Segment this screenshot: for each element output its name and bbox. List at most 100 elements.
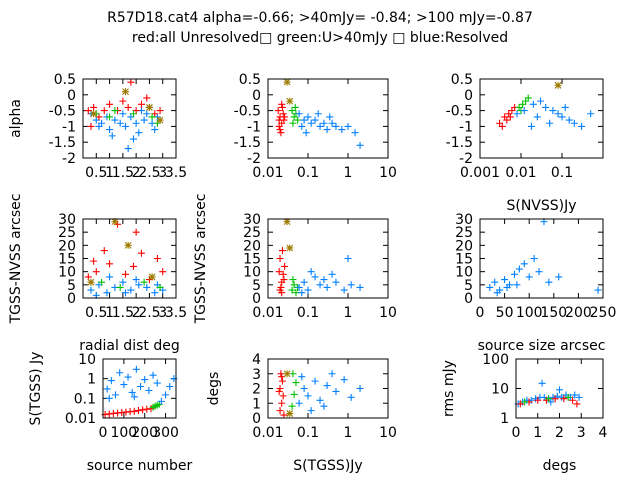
data-point-blue — [501, 276, 509, 284]
panel-alpha-vs-stgss: -2-1.5-1-0.500.5 0.01 0.1 1 10 — [234, 72, 397, 181]
data-point-red — [275, 122, 283, 130]
x-tick-label: 1 — [105, 305, 114, 321]
data-point-olive — [286, 97, 294, 105]
data-point-blue — [513, 110, 521, 118]
data-point-red — [506, 113, 514, 121]
y-tick-label: 15 — [58, 252, 76, 268]
data-point-blue — [120, 381, 128, 389]
x-tick-label: 300 — [152, 425, 179, 441]
data-point-blue — [300, 278, 308, 286]
data-point-red — [143, 94, 151, 102]
data-point-green — [289, 119, 297, 127]
y-tick-label: 0 — [252, 291, 261, 307]
x-tick-label: 0 — [99, 425, 108, 441]
data-point-blue — [311, 377, 319, 385]
x-tick-label: 1 — [344, 425, 353, 441]
data-point-blue — [486, 283, 494, 291]
data-point-blue — [340, 286, 348, 294]
y-tick-label: 0.1 — [74, 391, 96, 407]
data-point-olive — [156, 116, 164, 124]
data-point-blue — [587, 110, 595, 118]
data-point-blue — [106, 273, 114, 281]
data-point-blue — [554, 110, 562, 118]
y-tick-label: 10 — [78, 352, 96, 368]
x-tick-label: 10 — [379, 165, 397, 181]
data-point-blue — [307, 407, 315, 415]
data-point-red — [130, 407, 138, 415]
data-point-red — [275, 387, 283, 395]
data-point-blue — [529, 100, 537, 108]
data-point-red — [276, 385, 284, 392]
y-tick-label: -0.5 — [234, 104, 261, 120]
data-point-blue — [135, 281, 143, 289]
data-point-blue — [130, 393, 138, 401]
x-tick-label: 0.1 — [297, 165, 319, 181]
data-point-blue — [140, 116, 148, 124]
y-axis-label: TGSS-NVSS arcsec — [193, 194, 209, 325]
data-point-red — [122, 270, 130, 278]
data-point-blue — [143, 110, 151, 118]
data-point-blue — [538, 379, 546, 387]
data-point-olive — [283, 78, 291, 86]
y-tick-label: 20 — [243, 238, 261, 254]
x-tick-label: 100 — [516, 305, 543, 321]
data-point-green — [564, 393, 572, 401]
data-point-green — [292, 379, 300, 387]
data-point-blue — [304, 113, 312, 121]
y-tick-label: 15 — [243, 252, 261, 268]
y-tick-label: 2 — [252, 382, 261, 398]
data-point-red — [278, 377, 286, 385]
data-point-blue — [323, 382, 331, 390]
data-point-blue — [316, 281, 324, 289]
data-point-red — [119, 97, 127, 105]
y-tick-label: -2 — [247, 151, 261, 167]
data-point-blue — [295, 283, 303, 291]
data-point-blue — [295, 399, 303, 407]
x-tick-label: 1 — [344, 305, 353, 321]
data-point-red — [573, 400, 581, 408]
x-tick-label: 0 — [512, 425, 521, 441]
y-tick-label: 10 — [58, 265, 76, 281]
data-point-blue — [537, 97, 545, 105]
data-point-blue — [107, 377, 115, 385]
data-point-blue — [108, 132, 116, 140]
x-tick-label: 0.01 — [505, 165, 536, 181]
y-tick-label: 10 — [491, 382, 509, 398]
data-point-olive — [122, 88, 130, 96]
data-point-blue — [111, 116, 119, 124]
data-point-blue — [122, 122, 130, 130]
data-point-blue — [298, 289, 306, 297]
data-point-blue — [356, 283, 364, 291]
data-point-blue — [119, 110, 127, 118]
data-point-red — [275, 116, 283, 124]
data-point-blue — [103, 385, 111, 393]
y-tick-label: 20 — [455, 238, 473, 254]
data-point-red — [87, 122, 95, 130]
data-point-olive — [111, 218, 119, 226]
data-point-red — [505, 110, 513, 118]
data-point-red — [100, 247, 108, 255]
data-point-blue — [356, 141, 364, 149]
panel-alpha-vs-snvss: -2-1.5-1-0.500.5 0.001 0.01 0.1 S(NVSS)Jy — [446, 72, 604, 214]
x-tick-label: 0.01 — [252, 165, 283, 181]
data-point-red — [159, 268, 167, 276]
data-point-blue — [320, 119, 328, 127]
data-point-olive — [286, 410, 294, 418]
data-point-green — [148, 113, 156, 121]
data-point-blue — [323, 126, 331, 134]
data-point-blue — [561, 103, 569, 111]
x-tick-label: 3 — [577, 425, 586, 441]
data-point-red — [132, 228, 140, 236]
x-tick-label: 2 — [555, 425, 564, 441]
data-point-red — [278, 103, 286, 111]
y-axis-label: alpha — [8, 99, 24, 138]
y-tick-label: 1 — [87, 372, 96, 388]
x-tick-label: 0.001 — [460, 165, 500, 181]
data-point-red — [279, 392, 287, 400]
data-point-blue — [307, 268, 315, 276]
data-point-olive — [90, 110, 98, 118]
data-point-green — [291, 103, 299, 111]
